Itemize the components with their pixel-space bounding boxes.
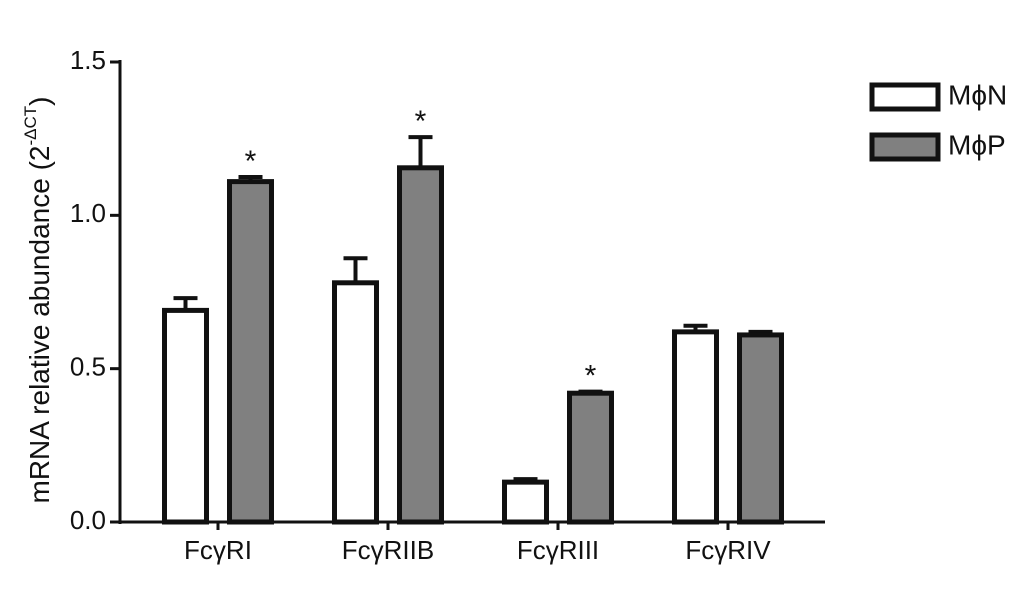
bar (227, 179, 274, 525)
x-tick-label: FcγRIII (517, 535, 599, 565)
error-bar (408, 135, 433, 168)
bar (502, 479, 549, 525)
y-axis-label: mRNA relative abundance (2-ΔCT) (21, 97, 55, 504)
significance-marker: * (245, 145, 257, 178)
bar (567, 390, 614, 525)
legend-label: MϕP (948, 129, 1006, 160)
y-tick-label: 1.0 (70, 198, 106, 228)
bar (162, 307, 209, 525)
x-tick-label: FcγRIIB (342, 535, 434, 565)
y-tick-label: 0.0 (70, 505, 106, 535)
significance-marker: * (415, 105, 427, 138)
x-tick-label: FcγRIV (685, 535, 771, 565)
y-label-main: mRNA relative abundance (2 (24, 146, 55, 504)
bar (397, 165, 444, 525)
error-bar (343, 256, 368, 283)
bar (737, 332, 784, 525)
y-label-close: ) (24, 97, 55, 106)
bar (332, 280, 379, 525)
legend-swatch (869, 82, 941, 112)
bar (672, 329, 719, 525)
legend-label: MϕN (948, 79, 1007, 110)
legend-swatch (869, 132, 941, 162)
y-tick-label: 1.5 (70, 45, 106, 75)
significance-marker: * (585, 360, 597, 393)
y-tick-label: 0.5 (70, 352, 106, 382)
x-tick-label: FcγRI (184, 535, 252, 565)
y-label-exponent: -ΔCT (21, 106, 40, 146)
